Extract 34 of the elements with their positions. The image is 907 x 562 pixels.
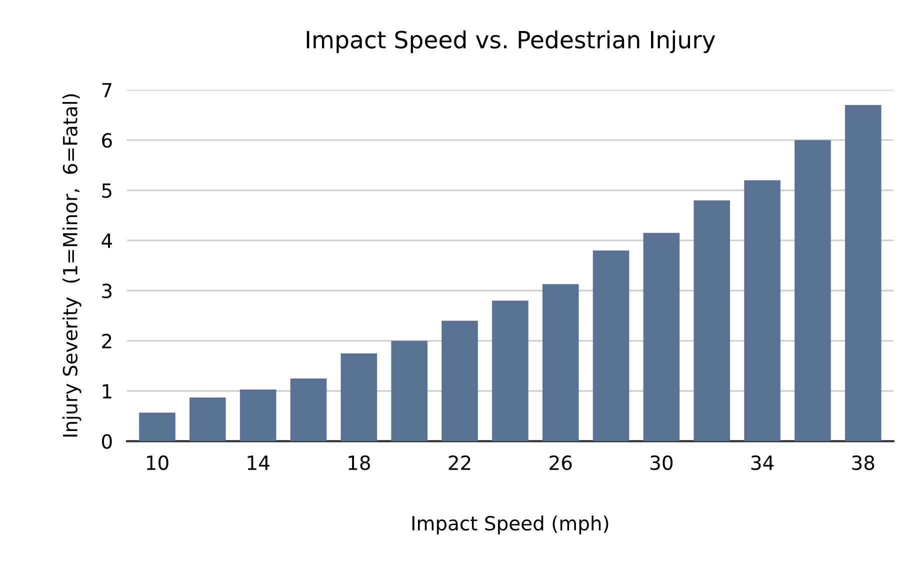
x-tick-label: 34: [751, 455, 774, 470]
y-tick-label: 4: [102, 234, 112, 248]
bar: [442, 320, 478, 442]
y-tick-label: 6: [102, 133, 112, 148]
x-tick-label: 30: [650, 455, 673, 470]
bar: [391, 340, 428, 442]
bar: [190, 398, 226, 442]
y-tick-label: 5: [102, 183, 112, 198]
bar: [492, 300, 528, 442]
y-tick-label: 0: [102, 434, 112, 449]
bar: [240, 389, 276, 442]
bar: [744, 180, 780, 442]
chart-title: Impact Speed vs. Pedestrian Injury: [306, 30, 716, 54]
y-axis-title: Injury Severity (1=Minor, 6=Fatal): [62, 94, 82, 437]
bar: [592, 250, 630, 442]
x-tick-label: 26: [550, 455, 572, 470]
x-tick-label: 18: [348, 455, 370, 470]
y-tick-label: 2: [102, 334, 112, 348]
bar: [290, 378, 327, 442]
x-tick-label: 10: [147, 455, 168, 470]
y-tick-label: 3: [102, 284, 112, 298]
bar: [139, 412, 176, 442]
bar: [542, 284, 579, 442]
x-tick-label: 14: [248, 456, 270, 470]
x-tick-label: 38: [852, 455, 874, 470]
x-tick-label: 22: [448, 455, 470, 470]
bar: [694, 200, 730, 442]
bar: [643, 232, 680, 442]
y-tick-label: 7: [102, 83, 112, 98]
bar: [844, 104, 882, 442]
bar: [794, 140, 831, 442]
bar: [340, 353, 378, 442]
x-axis-title: Impact Speed (mph): [412, 516, 608, 534]
y-tick-label: 1: [102, 384, 112, 398]
